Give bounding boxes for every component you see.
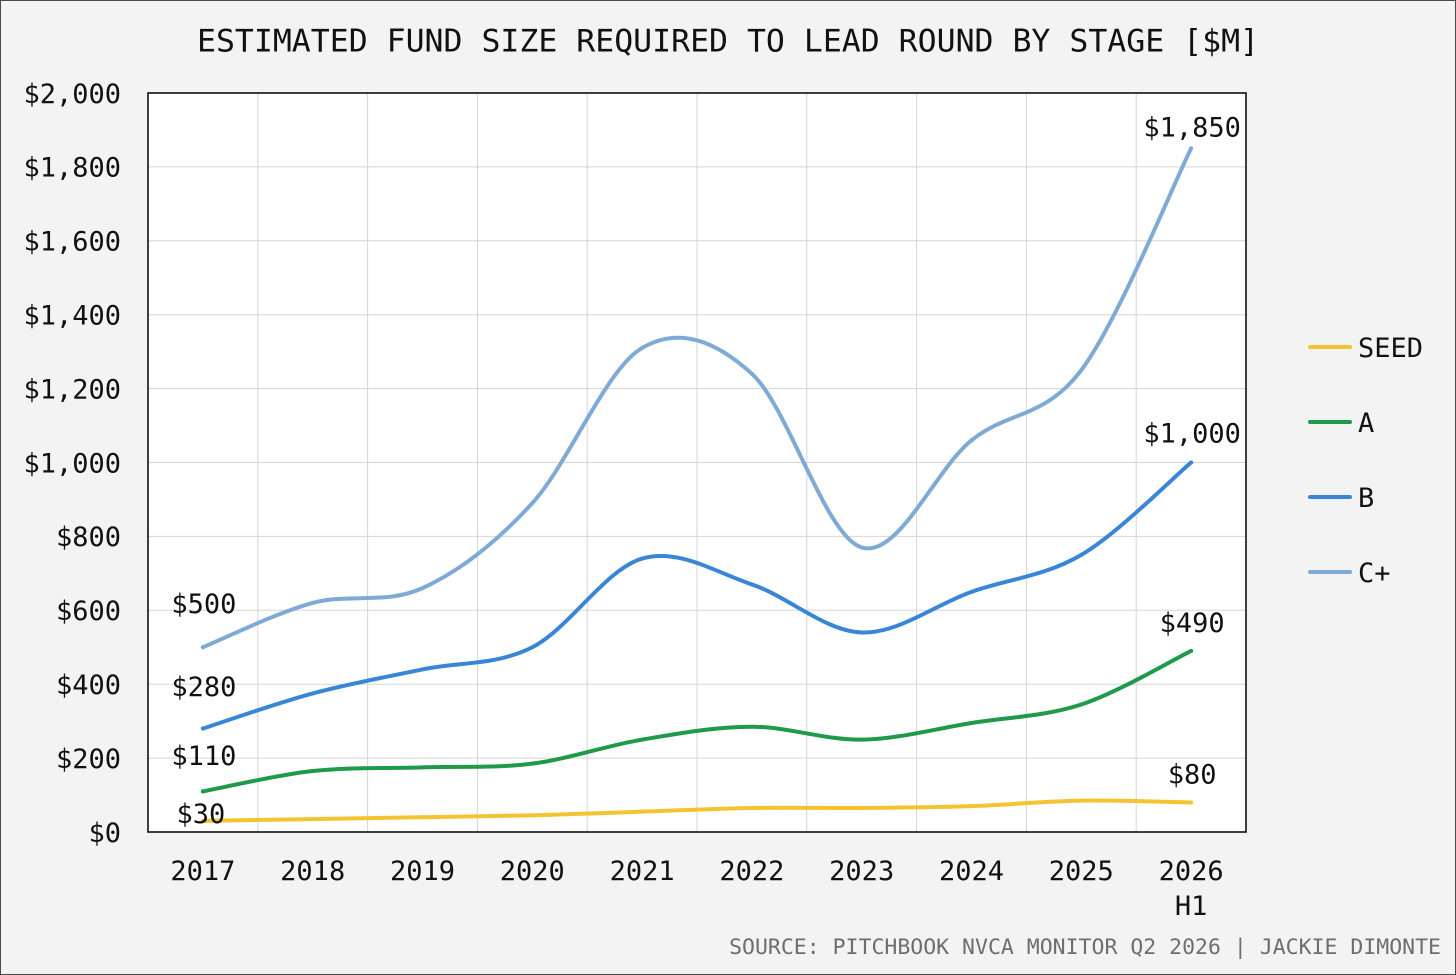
x-tick-label: 2025 [1048, 855, 1114, 887]
data-point-c-plus [640, 345, 645, 350]
legend-item: SEED [1308, 333, 1423, 364]
data-point-b [530, 645, 535, 650]
series-a [200, 648, 1194, 794]
data-point-seed [969, 804, 974, 809]
y-tick-label: $1,600 [23, 227, 121, 258]
data-point-c-plus [420, 586, 425, 591]
data-point-a [969, 721, 974, 725]
y-tick-label: $1,200 [23, 374, 121, 405]
series-b [200, 460, 1194, 731]
data-point-a [749, 724, 754, 729]
x-tick-label: 2020 [499, 855, 565, 887]
y-tick-label: $2,000 [23, 79, 121, 110]
data-label: $500 [171, 589, 236, 620]
x-tick-label: 2018 [280, 855, 346, 887]
data-label: $280 [171, 672, 236, 703]
data-point-seed [200, 818, 205, 823]
data-point-a [530, 761, 535, 766]
legend-label: A [1358, 408, 1374, 439]
data-point-b [1189, 460, 1194, 465]
series-c-plus [200, 146, 1194, 650]
data-point-b [310, 691, 315, 696]
data-point-b [1079, 552, 1084, 557]
data-point-a [310, 769, 315, 774]
data-point-b [749, 582, 754, 587]
data-label: $80 [1168, 759, 1217, 790]
x-tick-label: 2021 [609, 855, 675, 887]
data-point-b [969, 589, 974, 594]
legend: SEED A B C+ [1308, 333, 1423, 589]
y-axis: $0 $200 $400 $600 $800 $1,000 $1,200 $1,400 $1,6… [23, 79, 121, 849]
data-point-c-plus [1189, 146, 1194, 151]
chart-title: ESTIMATED FUND SIZE REQUIRED TO LEAD ROU… [197, 24, 1259, 60]
data-point-c-plus [1079, 368, 1084, 373]
data-point-a [640, 737, 645, 742]
x-tick-label: 2022 [719, 855, 785, 887]
data-point-seed [1079, 798, 1084, 803]
series-line-seed [200, 798, 1194, 823]
data-point-seed [1189, 800, 1194, 805]
y-tick-label: $400 [56, 670, 121, 701]
data-point-c-plus [969, 438, 974, 443]
data-label: $1,000 [1143, 418, 1241, 449]
data-point-a [1079, 702, 1084, 707]
data-label: $490 [1160, 608, 1225, 639]
x-tick-label: 2017 [170, 855, 236, 887]
legend-label: C+ [1358, 558, 1391, 589]
data-point-seed [749, 805, 754, 810]
y-tick-label: $600 [56, 596, 121, 627]
series-seed [200, 798, 1194, 823]
legend-item: C+ [1308, 558, 1391, 589]
data-label: $1,850 [1143, 112, 1241, 143]
x-tick-label: 2026 H1 [1158, 855, 1224, 922]
data-point-c-plus [530, 501, 535, 506]
series-line-c-plus [200, 146, 1194, 650]
data-point-seed [420, 815, 425, 820]
series [200, 146, 1194, 823]
data-point-a [200, 789, 205, 794]
legend-item: A [1308, 408, 1374, 439]
data-label: $110 [171, 741, 236, 772]
legend-label: SEED [1358, 333, 1423, 364]
y-tick-label: $0 [88, 818, 121, 849]
x-tick-label: 2023 [829, 855, 895, 887]
y-tick-label: $200 [56, 744, 121, 775]
data-point-b [200, 726, 205, 731]
data-point-seed [530, 813, 535, 818]
series-line-b [200, 460, 1194, 731]
grid [148, 92, 1246, 833]
legend-item: B [1308, 483, 1374, 514]
y-tick-label: $1,800 [23, 153, 121, 184]
data-point-c-plus [749, 371, 754, 376]
x-tick-label: 2019 [389, 855, 456, 887]
y-tick-label: $1,400 [23, 301, 121, 332]
data-point-seed [640, 809, 645, 814]
legend-label: B [1358, 483, 1374, 514]
data-label: $30 [177, 799, 226, 830]
data-point-seed [310, 817, 315, 822]
source-note: SOURCE: PITCHBOOK NVCA MONITOR Q2 2026 |… [729, 935, 1441, 960]
y-tick-label: $1,000 [23, 448, 121, 479]
series-line-a [200, 648, 1194, 794]
y-tick-label: $800 [56, 522, 121, 553]
plot-border [147, 92, 1247, 833]
data-point-a [1189, 648, 1194, 653]
data-point-a [420, 765, 425, 770]
data-point-c-plus [859, 545, 864, 550]
data-point-c-plus [200, 645, 205, 650]
data-point-a [859, 737, 864, 742]
data-point-seed [859, 805, 864, 810]
data-point-b [420, 667, 425, 672]
data-point-b [859, 630, 864, 635]
data-labels: $30 $80 $110 $490 $280 $1,000 $500 $1,850 [171, 112, 1240, 829]
data-point-c-plus [310, 600, 315, 605]
x-tick-label: 2024 [938, 855, 1005, 887]
data-point-b [640, 556, 645, 561]
